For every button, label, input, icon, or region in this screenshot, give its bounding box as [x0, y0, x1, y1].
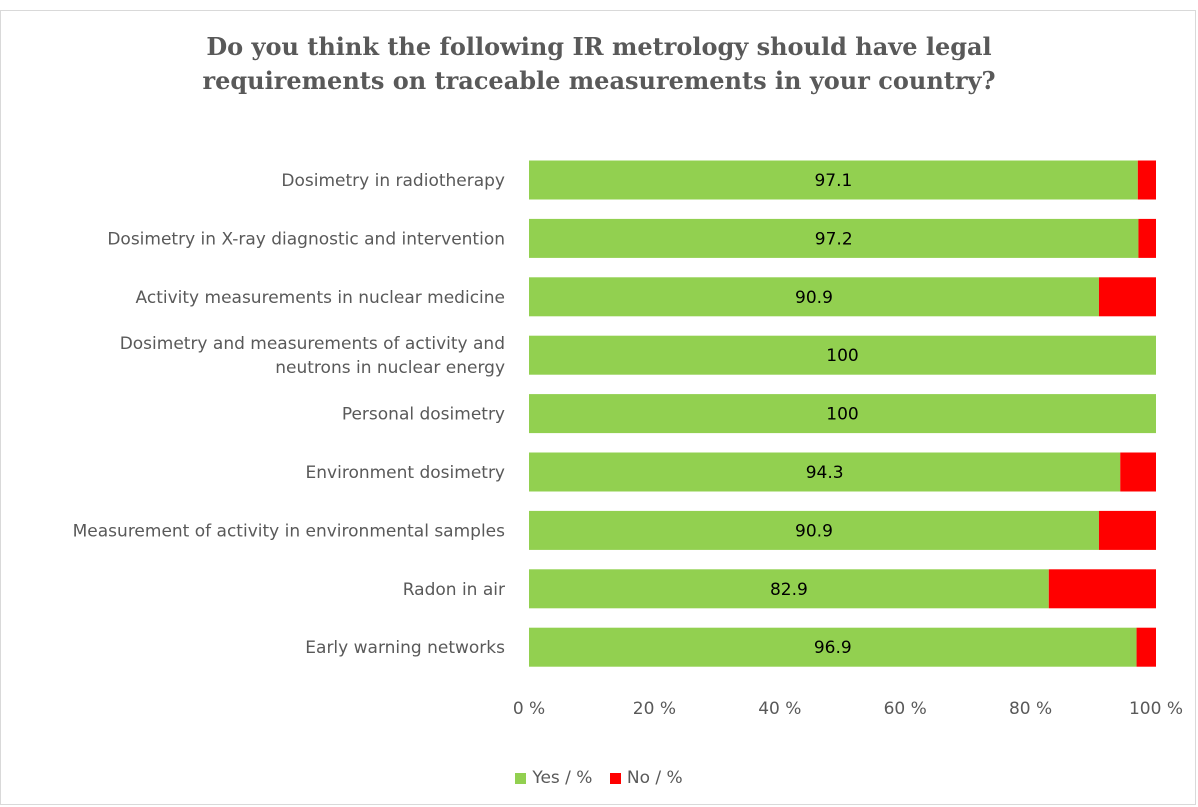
bar-no-0	[1137, 160, 1156, 200]
bar-no-6	[1098, 510, 1156, 550]
data-label-6: 90.9	[795, 521, 833, 541]
data-label-4: 100	[826, 405, 858, 425]
data-label-0: 97.1	[814, 171, 852, 191]
category-label-2: Activity measurements in nuclear medicin…	[136, 288, 505, 308]
x-tick-label-4: 80 %	[1009, 699, 1052, 719]
category-label-4: Personal dosimetry	[342, 405, 505, 425]
bar-no-5	[1120, 452, 1156, 492]
category-label-3: Dosimetry and measurements of activity a…	[120, 334, 505, 378]
category-label-7: Radon in air	[403, 580, 505, 600]
bar-yes-8	[529, 627, 1137, 667]
x-tick-label-0: 0 %	[513, 699, 545, 719]
category-label-6: Measurement of activity in environmental…	[73, 521, 505, 541]
chart-title: Do you think the following IR metrology …	[0, 30, 1198, 98]
x-tick-label-1: 20 %	[633, 699, 676, 719]
data-label-5: 94.3	[806, 463, 844, 483]
legend-label-yes: Yes / %	[532, 768, 593, 788]
bar-yes-1	[529, 218, 1139, 258]
category-label-5: Environment dosimetry	[306, 463, 505, 483]
legend-swatch-yes	[515, 772, 527, 784]
data-label-1: 97.2	[815, 229, 853, 249]
chart-legend: Yes / % No / %	[0, 768, 1198, 789]
bar-no-8	[1136, 627, 1156, 667]
bar-no-7	[1048, 569, 1156, 609]
data-label-8: 96.9	[814, 638, 852, 658]
legend-item-no: No / %	[609, 768, 683, 788]
category-label-8: Early warning networks	[305, 638, 505, 658]
bar-yes-5	[529, 452, 1121, 492]
bar-no-2	[1098, 277, 1156, 317]
bar-yes-2	[529, 277, 1099, 317]
bar-yes-6	[529, 510, 1099, 550]
x-tick-label-2: 40 %	[758, 699, 801, 719]
bar-yes-7	[529, 569, 1049, 609]
category-label-0: Dosimetry in radiotherapy	[281, 171, 505, 191]
chart-title-line-1: Do you think the following IR metrology …	[206, 32, 992, 61]
data-label-2: 90.9	[795, 288, 833, 308]
data-label-7: 82.9	[770, 580, 808, 600]
chart-title-line-2: requirements on traceable measurements i…	[202, 66, 996, 95]
x-tick-label-3: 60 %	[884, 699, 927, 719]
legend-label-no: No / %	[626, 768, 683, 788]
data-label-3: 100	[826, 346, 858, 366]
bar-yes-3	[529, 335, 1156, 375]
bar-yes-4	[529, 394, 1156, 434]
bar-no-1	[1138, 218, 1156, 258]
legend-swatch-no	[609, 772, 621, 784]
legend-item-yes: Yes / %	[515, 768, 592, 788]
bar-yes-0	[529, 160, 1138, 200]
x-tick-label-5: 100 %	[1129, 699, 1183, 719]
category-label-1: Dosimetry in X-ray diagnostic and interv…	[107, 229, 505, 249]
